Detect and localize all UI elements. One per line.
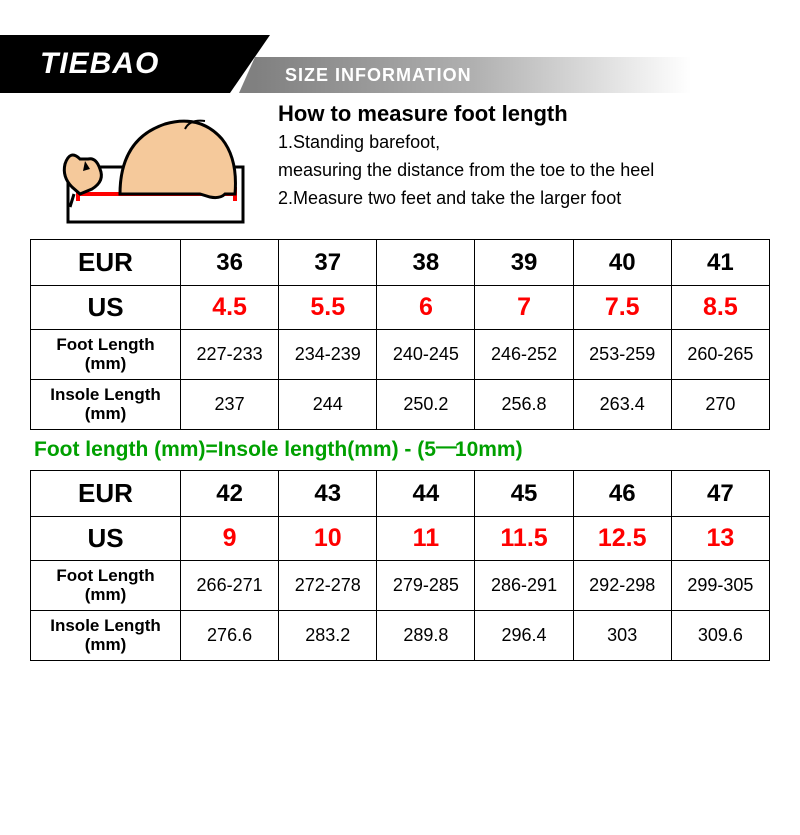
us-value: 5.5 <box>279 286 377 330</box>
us-value: 10 <box>279 517 377 561</box>
measure-section: How to measure foot length 1.Standing ba… <box>0 93 800 239</box>
insole-value: 250.2 <box>377 380 475 430</box>
us-value: 11.5 <box>475 517 573 561</box>
foot-value: 260-265 <box>671 330 769 380</box>
measure-instructions: How to measure foot length 1.Standing ba… <box>260 99 760 213</box>
eur-value: 47 <box>671 471 769 517</box>
us-value: 6 <box>377 286 475 330</box>
table-row: EUR 36 37 38 39 40 41 <box>31 240 770 286</box>
measure-step-2: 2.Measure two feet and take the larger f… <box>278 185 760 213</box>
eur-value: 38 <box>377 240 475 286</box>
eur-value: 39 <box>475 240 573 286</box>
eur-value: 40 <box>573 240 671 286</box>
formula-text: Foot length (mm)=Insole length(mm) - (5—… <box>30 430 770 470</box>
measure-title: How to measure foot length <box>278 101 760 127</box>
label-foot-length: Foot Length (mm) <box>31 561 181 611</box>
eur-value: 45 <box>475 471 573 517</box>
label-text: Insole Length <box>31 617 180 636</box>
foot-value: 286-291 <box>475 561 573 611</box>
label-us: US <box>31 286 181 330</box>
label-insole-length: Insole Length (mm) <box>31 611 181 661</box>
insole-value: 237 <box>181 380 279 430</box>
measure-step-1a: 1.Standing barefoot, <box>278 129 760 157</box>
size-table-2: EUR 42 43 44 45 46 47 US 9 10 11 11.5 12… <box>30 470 770 661</box>
table-row: EUR 42 43 44 45 46 47 <box>31 471 770 517</box>
eur-value: 42 <box>181 471 279 517</box>
insole-value: 276.6 <box>181 611 279 661</box>
us-value: 7.5 <box>573 286 671 330</box>
table-row: Foot Length (mm) 227-233 234-239 240-245… <box>31 330 770 380</box>
us-value: 8.5 <box>671 286 769 330</box>
label-eur: EUR <box>31 471 181 517</box>
label-text: Foot Length <box>31 567 180 586</box>
header-wedge-gray <box>239 57 255 93</box>
eur-value: 37 <box>279 240 377 286</box>
label-text: (mm) <box>31 405 180 424</box>
foot-value: 279-285 <box>377 561 475 611</box>
formula-dash: — <box>436 435 455 459</box>
foot-value: 234-239 <box>279 330 377 380</box>
measure-step-1b: measuring the distance from the toe to t… <box>278 157 760 185</box>
tables-area: EUR 36 37 38 39 40 41 US 4.5 5.5 6 7 7.5… <box>0 239 800 661</box>
header-bar: TIEBAO SIZE INFORMATION <box>0 35 800 93</box>
foot-value: 299-305 <box>671 561 769 611</box>
label-text: (mm) <box>31 586 180 605</box>
subtitle-text: SIZE INFORMATION <box>285 65 472 86</box>
subtitle-block: SIZE INFORMATION <box>255 57 800 93</box>
foot-value: 240-245 <box>377 330 475 380</box>
insole-value: 270 <box>671 380 769 430</box>
insole-value: 283.2 <box>279 611 377 661</box>
us-value: 13 <box>671 517 769 561</box>
insole-value: 263.4 <box>573 380 671 430</box>
label-insole-length: Insole Length (mm) <box>31 380 181 430</box>
us-value: 12.5 <box>573 517 671 561</box>
table-row: Insole Length (mm) 276.6 283.2 289.8 296… <box>31 611 770 661</box>
eur-value: 46 <box>573 471 671 517</box>
label-text: (mm) <box>31 636 180 655</box>
formula-post: 10mm) <box>455 438 523 461</box>
insole-value: 296.4 <box>475 611 573 661</box>
eur-value: 43 <box>279 471 377 517</box>
insole-value: 244 <box>279 380 377 430</box>
us-value: 11 <box>377 517 475 561</box>
brand-block: TIEBAO <box>0 35 230 93</box>
us-value: 7 <box>475 286 573 330</box>
brand-text: TIEBAO <box>40 47 159 81</box>
label-text: (mm) <box>31 355 180 374</box>
foot-value: 246-252 <box>475 330 573 380</box>
table-row: Foot Length (mm) 266-271 272-278 279-285… <box>31 561 770 611</box>
foot-value: 266-271 <box>181 561 279 611</box>
insole-value: 303 <box>573 611 671 661</box>
foot-measure-icon <box>50 99 260 229</box>
eur-value: 41 <box>671 240 769 286</box>
table-row: Insole Length (mm) 237 244 250.2 256.8 2… <box>31 380 770 430</box>
label-text: Insole Length <box>31 386 180 405</box>
foot-value: 292-298 <box>573 561 671 611</box>
label-us: US <box>31 517 181 561</box>
foot-value: 227-233 <box>181 330 279 380</box>
foot-value: 272-278 <box>279 561 377 611</box>
label-text: Foot Length <box>31 336 180 355</box>
eur-value: 44 <box>377 471 475 517</box>
table-row: US 9 10 11 11.5 12.5 13 <box>31 517 770 561</box>
size-table-1: EUR 36 37 38 39 40 41 US 4.5 5.5 6 7 7.5… <box>30 239 770 430</box>
insole-value: 256.8 <box>475 380 573 430</box>
label-foot-length: Foot Length (mm) <box>31 330 181 380</box>
formula-pre: Foot length (mm)=Insole length(mm) - (5 <box>34 438 436 461</box>
insole-value: 309.6 <box>671 611 769 661</box>
table-row: US 4.5 5.5 6 7 7.5 8.5 <box>31 286 770 330</box>
us-value: 9 <box>181 517 279 561</box>
eur-value: 36 <box>181 240 279 286</box>
insole-value: 289.8 <box>377 611 475 661</box>
label-eur: EUR <box>31 240 181 286</box>
foot-value: 253-259 <box>573 330 671 380</box>
us-value: 4.5 <box>181 286 279 330</box>
